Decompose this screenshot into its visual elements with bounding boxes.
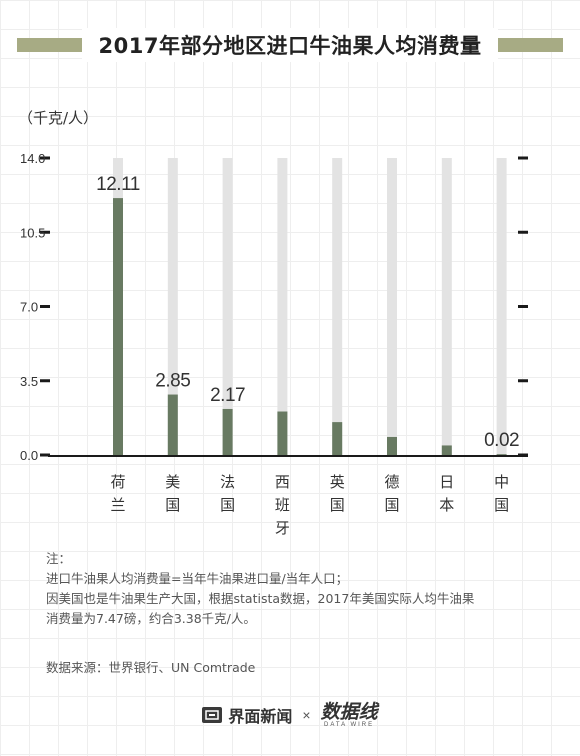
notes-heading: 注： [46, 551, 72, 566]
x-tick-label: 国 [165, 496, 180, 514]
brand-name: 界面新闻 [228, 707, 293, 726]
partner-name: 数据线 [320, 701, 378, 723]
y-axis-unit-label: （千克/人） [18, 109, 99, 127]
data-label: 2.17 [210, 385, 245, 406]
notes-line-1: 进口牛油果人均消费量=当年牛油果进口量/当年人口； [46, 571, 349, 586]
bar [167, 394, 178, 455]
collaboration-separator: × [302, 707, 311, 723]
data-label: 0.02 [484, 430, 519, 451]
y-tick-label: 0.0 [20, 448, 38, 463]
x-tick-label: 西 [275, 473, 290, 491]
partner-subtitle: DATA WIRE [324, 722, 375, 728]
bar [277, 411, 288, 455]
brand-logo: 界面新闻 [202, 703, 292, 727]
y-tick-label: 10.5 [20, 225, 45, 240]
x-tick-label: 本 [439, 496, 454, 514]
y-tick-label: 7.0 [20, 300, 38, 315]
bar-track [441, 158, 452, 455]
footer: 界面新闻 × 数据线 DATA WIRE [0, 698, 580, 732]
bar [113, 198, 123, 455]
x-tick-label: 日 [439, 473, 454, 491]
x-tick-label: 美 [165, 473, 180, 491]
data-label: 2.85 [155, 371, 190, 392]
notes: 注： 进口牛油果人均消费量=当年牛油果进口量/当年人口； 因美国也是牛油果生产大… [46, 549, 566, 629]
y-tick-label: 14.0 [20, 151, 45, 166]
title-box: 2017年部分地区进口牛油果人均消费量 [82, 28, 498, 62]
notes-line-2: 因美国也是牛油果生产大国，根据statista数据，2017年美国实际人均牛油果 [46, 591, 475, 606]
x-tick-label: 国 [220, 496, 235, 514]
x-tick-label: 英 [330, 473, 345, 491]
x-tick-label: 国 [494, 496, 509, 514]
bar-chart: 14.010.57.03.50.012.11荷兰2.85美国2.17法国西班牙英… [20, 151, 528, 537]
bar [496, 454, 507, 455]
x-tick-label: 班 [275, 496, 290, 514]
x-tick-label: 法 [220, 473, 235, 491]
y-tick-label: 3.5 [20, 374, 38, 389]
bar [332, 422, 343, 455]
notes-line-3: 消费量为7.47磅，约合3.38千克/人。 [46, 611, 256, 626]
x-tick-label: 荷 [110, 473, 125, 491]
bar-track [387, 158, 397, 455]
partner-logo: 数据线 DATA WIRE [321, 702, 378, 728]
jiemian-logo-icon [202, 707, 223, 723]
bar-track [496, 158, 507, 455]
x-tick-label: 国 [384, 496, 399, 514]
x-tick-label: 德 [384, 473, 399, 491]
x-tick-label: 兰 [110, 496, 125, 514]
bar-track [332, 158, 343, 455]
bar-track [167, 158, 178, 455]
x-tick-label: 国 [330, 496, 345, 514]
chart-title: 2017年部分地区进口牛油果人均消费量 [98, 34, 482, 58]
bar [387, 436, 397, 455]
data-source: 数据来源：世界银行、UN Comtrade [46, 660, 256, 675]
bar-track [222, 158, 233, 455]
x-tick-label: 中 [494, 473, 509, 491]
bar [222, 408, 233, 455]
data-label: 12.11 [96, 174, 140, 195]
bar-track [277, 158, 288, 455]
bar [441, 445, 452, 455]
x-tick-label: 牙 [275, 519, 290, 537]
